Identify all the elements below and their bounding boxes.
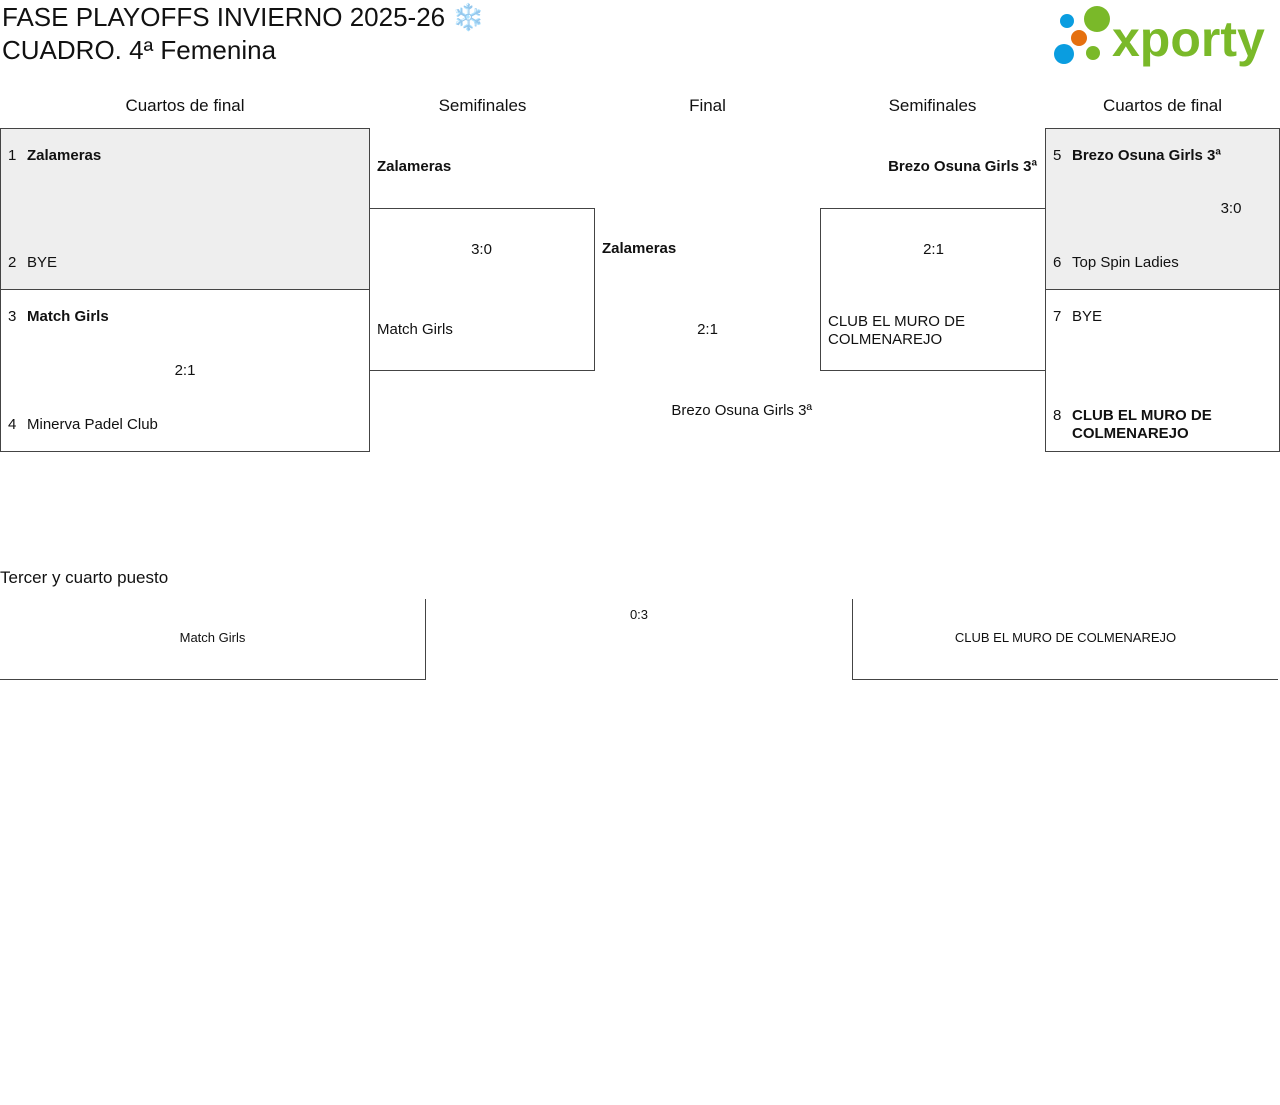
seed: 6 — [1053, 254, 1062, 271]
team-name: Zalameras — [27, 147, 102, 164]
page-title: FASE PLAYOFFS INVIERNO 2025-26 ❄️ — [2, 2, 485, 32]
seed: 7 — [1053, 308, 1062, 325]
match-box[interactable]: 3 Match Girls 2:1 4 Minerva Padel Club — [0, 289, 370, 452]
round-label: Cuartos de final — [125, 96, 245, 115]
match-score: 3:0 — [1220, 200, 1242, 217]
match-box[interactable]: 5 Brezo Osuna Girls 3ª 3:0 6 Top Spin Ladi… — [1045, 128, 1280, 290]
third-place-title: Tercer y cuarto puesto — [0, 568, 169, 587]
match-score: 0:3 — [629, 607, 649, 622]
seed: 5 — [1053, 147, 1062, 164]
round-label: Final — [689, 96, 726, 115]
round-label: Semifinales — [888, 96, 977, 115]
match-score: 2:1 — [174, 362, 196, 379]
team-name: Match Girls — [27, 308, 109, 325]
svg-text:xporty: xporty — [1112, 11, 1265, 67]
team-name: Match Girls — [179, 630, 246, 645]
team-name: Brezo Osuna Girls 3ª — [671, 402, 812, 419]
seed: 8 — [1053, 407, 1062, 424]
team-name: BYE — [27, 254, 58, 271]
match-box[interactable]: CLUB EL MURO DE COLMENAREJO — [852, 599, 1278, 680]
match-box[interactable]: 1 Zalameras 2 BYE — [0, 128, 370, 290]
team-name: Zalameras — [377, 158, 452, 175]
seed: 3 — [8, 308, 17, 325]
team-name: CLUB EL MURO DE COLMENAREJO — [1072, 407, 1212, 442]
team-name: Match Girls — [377, 321, 453, 338]
page-subtitle: CUADRO. 4ª Femenina — [2, 35, 277, 65]
match-box[interactable]: Match Girls — [0, 599, 426, 680]
xporty-logo: xporty — [1050, 2, 1278, 68]
team-name: Top Spin Ladies — [1072, 254, 1179, 271]
seed: 2 — [8, 254, 17, 271]
match-box[interactable]: 3:0 Match Girls — [369, 208, 595, 371]
team-name: BYE — [1072, 308, 1103, 325]
team-name: Zalameras — [602, 240, 677, 257]
seed: 4 — [8, 416, 17, 433]
team-name: Minerva Padel Club — [27, 416, 158, 433]
match-score: 3:0 — [471, 241, 492, 258]
team-name: Brezo Osuna Girls 3ª — [1072, 147, 1221, 164]
seed: 1 — [8, 147, 17, 164]
team-name: CLUB EL MURO DE COLMENAREJO — [954, 630, 1177, 645]
match-box[interactable]: 2:1 CLUB EL MURO DE COLMENAREJO — [820, 208, 1046, 371]
match-score: 2:1 — [923, 241, 944, 258]
team-name: CLUB EL MURO DE COLMENAREJO — [828, 313, 965, 348]
match-box[interactable]: 7 BYE 8 CLUB EL MURO DE COLMENAREJO — [1045, 289, 1280, 452]
team-name: Brezo Osuna Girls 3ª — [888, 158, 1037, 175]
round-label: Semifinales — [438, 96, 527, 115]
round-label: Cuartos de final — [1102, 96, 1223, 115]
match-score: 2:1 — [697, 321, 718, 338]
